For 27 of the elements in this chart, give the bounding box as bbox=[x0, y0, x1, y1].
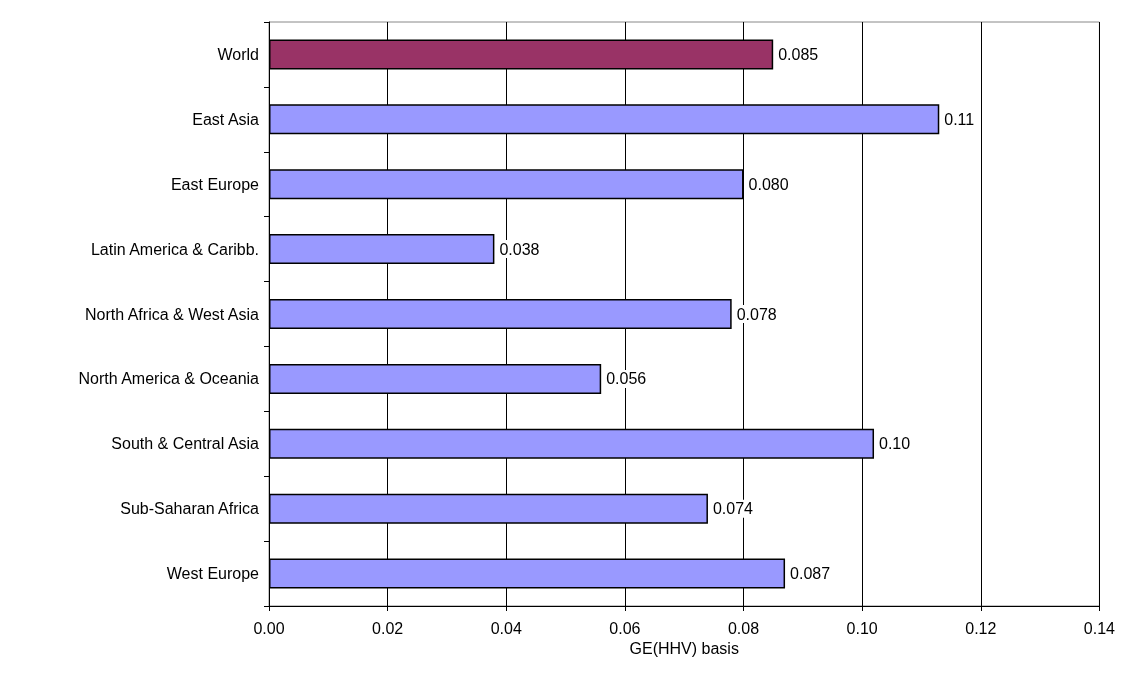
text: 0.02 bbox=[372, 619, 404, 637]
y-tick-label: North America & Oceania bbox=[78, 370, 260, 388]
y-tick-label: Latin America & Caribb. bbox=[90, 240, 259, 258]
data-label: 0.085 bbox=[778, 45, 819, 63]
data-label: 0.10 bbox=[879, 435, 911, 453]
text: 0.04 bbox=[490, 619, 522, 637]
text: 0.10 bbox=[846, 619, 878, 637]
y-tick-label: World bbox=[217, 45, 259, 63]
y-tick-label: North Africa & West Asia bbox=[85, 305, 260, 323]
data-label: 0.038 bbox=[499, 240, 540, 258]
text: 0.14 bbox=[1083, 619, 1115, 637]
data-label: 0.056 bbox=[606, 370, 647, 388]
y-tick-label: Sub-Saharan Africa bbox=[120, 500, 260, 518]
text: 0.12 bbox=[965, 619, 997, 637]
text: 0.06 bbox=[609, 619, 641, 637]
data-label: 0.078 bbox=[736, 305, 777, 323]
text: 0.08 bbox=[727, 619, 760, 637]
y-tick-label: East Europe bbox=[170, 175, 260, 193]
y-tick-label: East Asia bbox=[192, 110, 260, 128]
x-axis-title: GE(HHV) basis bbox=[629, 640, 739, 658]
y-tick-label: South & Central Asia bbox=[111, 435, 260, 453]
data-label: 0.11 bbox=[944, 110, 975, 128]
text: 0.00 bbox=[253, 619, 285, 637]
data-label: 0.080 bbox=[748, 175, 789, 193]
data-label: 0.087 bbox=[790, 565, 831, 583]
y-tick-label: West Europe bbox=[166, 565, 260, 583]
data-label: 0.074 bbox=[712, 500, 754, 518]
